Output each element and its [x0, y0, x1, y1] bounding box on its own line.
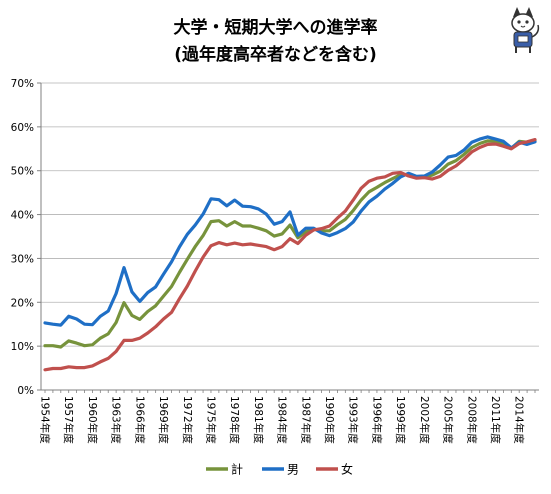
axes — [37, 82, 539, 393]
x-tick-label: 1966年度 — [133, 396, 146, 444]
x-tick-label: 2005年度 — [442, 396, 455, 444]
series-lines — [43, 135, 537, 372]
x-tick-label: 1978年度 — [228, 396, 241, 444]
y-tick-label: 50% — [11, 166, 34, 178]
x-tick-label: 1984年度 — [276, 396, 289, 444]
x-tick-label: 1990年度 — [323, 396, 336, 444]
x-tick-label: 1999年度 — [394, 396, 407, 444]
cat-mascot-icon — [511, 7, 540, 53]
legend-label: 計 — [231, 462, 243, 477]
chart-title: 大学・短期大学への進学率 — [173, 18, 378, 38]
y-tick-label: 20% — [11, 297, 34, 309]
y-axis-ticks: 0% 10% 20% 30% 40% 50% 60% 70% — [11, 78, 34, 397]
x-tick-label: 1957年度 — [62, 396, 75, 444]
y-tick-label: 10% — [11, 341, 34, 353]
y-tick-label: 0% — [17, 385, 34, 397]
x-tick-label: 1954年度 — [39, 396, 52, 444]
y-tick-label: 60% — [11, 122, 34, 134]
legend-label: 女 — [341, 462, 353, 477]
x-tick-label: 2014年度 — [513, 396, 526, 444]
y-tick-label: 70% — [11, 78, 34, 90]
legend-label: 男 — [287, 463, 299, 477]
x-tick-label: 1960年度 — [86, 396, 99, 444]
x-tick-label: 1975年度 — [204, 396, 217, 444]
series-line-計 — [43, 139, 537, 349]
x-tick-label: 1963年度 — [110, 396, 123, 444]
x-tick-label: 2002年度 — [418, 396, 431, 444]
x-tick-label: 1969年度 — [157, 396, 170, 444]
series-line-男 — [43, 135, 537, 327]
x-tick-label: 1981年度 — [252, 396, 265, 444]
series-line-女 — [43, 138, 537, 372]
legend: 計男女 — [206, 462, 353, 477]
x-tick-label: 1993年度 — [347, 396, 360, 444]
x-tick-label: 1972年度 — [181, 396, 194, 444]
x-tick-label: 1996年度 — [370, 396, 383, 444]
y-tick-label: 40% — [11, 210, 34, 222]
x-tick-label: 2011年度 — [489, 396, 502, 444]
x-tick-label: 1987年度 — [299, 396, 312, 444]
x-axis-ticks: 1954年度 1957年度 1960年度 1963年度 1966年度 1969年度 1972… — [39, 396, 526, 444]
y-tick-label: 30% — [11, 253, 34, 265]
x-tick-label: 2008年度 — [465, 396, 478, 444]
chart-subtitle: (過年度高卒者などを含む) — [174, 45, 377, 65]
